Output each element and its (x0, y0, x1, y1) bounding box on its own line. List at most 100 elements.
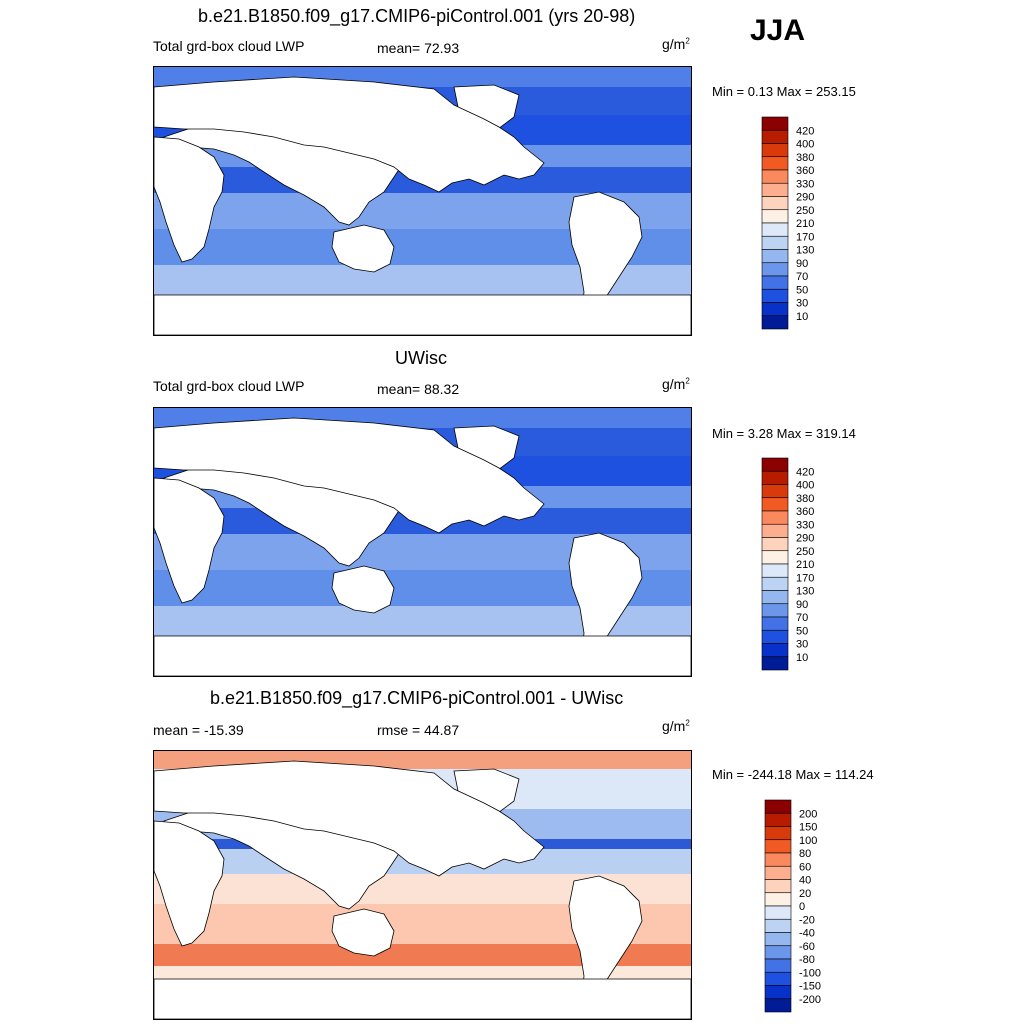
colorbar-swatch (761, 169, 789, 184)
colorbar-tick-label: 50 (796, 625, 808, 637)
colorbar-swatch (761, 537, 789, 552)
colorbar-tick-label: 10 (796, 652, 808, 664)
panel-2-mean-label: mean= 88.32 (377, 381, 460, 397)
colorbar-swatch (764, 839, 792, 854)
panel-1-mean-label: mean= 72.93 (377, 40, 460, 56)
colorbar-swatch (761, 603, 789, 618)
colorbar-tick-label: 360 (796, 506, 814, 518)
colorbar-tick-label: 290 (796, 533, 814, 545)
colorbar-swatch (764, 879, 792, 894)
colorbar-tick-label: 200 (799, 808, 817, 820)
colorbar-swatch (761, 143, 789, 158)
colorbar-tick-label: 150 (799, 822, 817, 834)
colorbar-swatch (761, 470, 789, 485)
panel-2-map (153, 407, 692, 677)
colorbar-swatch (761, 563, 789, 578)
panel-2-minmax: Min = 3.28 Max = 319.14 (712, 426, 856, 441)
colorbar-swatch (761, 288, 789, 303)
colorbar-tick-label: -20 (799, 914, 815, 926)
colorbar-tick-label: 130 (796, 245, 814, 257)
colorbar-tick-label: 250 (796, 205, 814, 217)
panel-1-map-field (154, 67, 691, 335)
colorbar-tick-label: 210 (796, 218, 814, 230)
colorbar-tick-label: 90 (796, 599, 808, 611)
colorbar-swatch (764, 998, 792, 1013)
colorbar-tick-label: 40 (799, 875, 811, 887)
colorbar-tick-label: 80 (799, 848, 811, 860)
colorbar-tick-label: 400 (796, 480, 814, 492)
panel-2-variable-label: Total grd-box cloud LWP (153, 378, 305, 394)
colorbar-swatch (761, 497, 789, 512)
colorbar-tick-label: 90 (796, 258, 808, 270)
panel-3-map-field (154, 751, 691, 1019)
panel-2-colorbar: 420 400 380 360 330 290 250 210 170 130 90 70 50 30 10 (761, 457, 832, 671)
colorbar-tick-label: 0 (799, 901, 805, 913)
colorbar-swatch (761, 235, 789, 250)
colorbar-swatch (761, 643, 789, 658)
panel-2-title: UWisc (395, 348, 447, 368)
colorbar-tick-label: -200 (799, 994, 821, 1006)
colorbar-swatch (761, 656, 789, 671)
colorbar-swatch (764, 892, 792, 907)
colorbar-swatch (761, 315, 789, 330)
colorbar-swatch (761, 156, 789, 171)
colorbar-tick-label: 100 (799, 835, 817, 847)
colorbar-swatch (761, 576, 789, 591)
colorbar-swatch (761, 590, 789, 605)
colorbar-swatch (761, 222, 789, 237)
panel-3-units: g/m2 (662, 718, 690, 734)
colorbar-swatch (764, 852, 792, 867)
colorbar-tick-label: -150 (799, 981, 821, 993)
colorbar-swatch (764, 971, 792, 986)
colorbar-swatch (764, 985, 792, 1000)
colorbar-tick-label: 210 (796, 559, 814, 571)
colorbar-swatch (761, 302, 789, 317)
colorbar-swatch (761, 457, 789, 472)
panel-3-rmse-label: rmse = 44.87 (377, 722, 460, 738)
colorbar-tick-label: -80 (799, 954, 815, 966)
colorbar-tick-label: 70 (796, 612, 808, 624)
colorbar-swatch (764, 812, 792, 827)
panel-2-map-field (154, 408, 691, 676)
colorbar-swatch (761, 550, 789, 565)
panel-1-variable-label: Total grd-box cloud LWP (153, 38, 305, 54)
colorbar-swatch (761, 629, 789, 644)
colorbar-tick-label: -40 (799, 928, 815, 940)
colorbar-tick-label: 70 (796, 271, 808, 283)
colorbar-swatch (764, 945, 792, 960)
season-label: JJA (750, 14, 806, 47)
colorbar-tick-label: 380 (796, 152, 814, 164)
colorbar-swatch (764, 826, 792, 841)
panel-1-map (153, 66, 692, 336)
colorbar-swatch (761, 510, 789, 525)
colorbar-swatch (761, 129, 789, 144)
colorbar-tick-label: 330 (796, 178, 814, 190)
colorbar-swatch (764, 905, 792, 920)
colorbar-swatch (764, 865, 792, 880)
colorbar-swatch (761, 484, 789, 499)
panel-1-title: b.e21.B1850.f09_g17.CMIP6-piControl.001 … (198, 6, 636, 26)
colorbar-tick-label: 400 (796, 139, 814, 151)
colorbar-tick-label: 330 (796, 519, 814, 531)
colorbar-tick-label: 60 (799, 861, 811, 873)
colorbar-tick-label: 170 (796, 231, 814, 243)
colorbar-tick-label: 420 (796, 125, 814, 137)
panel-3-map (153, 750, 692, 1020)
colorbar-tick-label: 50 (796, 284, 808, 296)
colorbar-tick-label: 20 (799, 888, 811, 900)
panel-1-units: g/m2 (662, 36, 690, 52)
colorbar-swatch (761, 182, 789, 197)
colorbar-swatch (761, 196, 789, 211)
colorbar-swatch (764, 799, 792, 814)
colorbar-tick-label: 130 (796, 586, 814, 598)
colorbar-tick-label: 30 (796, 298, 808, 310)
colorbar-swatch (761, 209, 789, 224)
panel-1-colorbar: 420 400 380 360 330 290 250 210 170 130 90 70 50 30 10 (761, 116, 832, 330)
colorbar-tick-label: 170 (796, 572, 814, 584)
panel-1-minmax: Min = 0.13 Max = 253.15 (712, 84, 856, 99)
colorbar-tick-label: 420 (796, 466, 814, 478)
panel-3-mean-label: mean = -15.39 (153, 722, 244, 738)
panel-3-minmax: Min = -244.18 Max = 114.24 (712, 767, 874, 782)
colorbar-swatch (761, 275, 789, 290)
panel-3-colorbar: 200 150 100 80 60 40 20 0 -20 -40 -60 -80 -100 -150 -2… (764, 799, 835, 1013)
